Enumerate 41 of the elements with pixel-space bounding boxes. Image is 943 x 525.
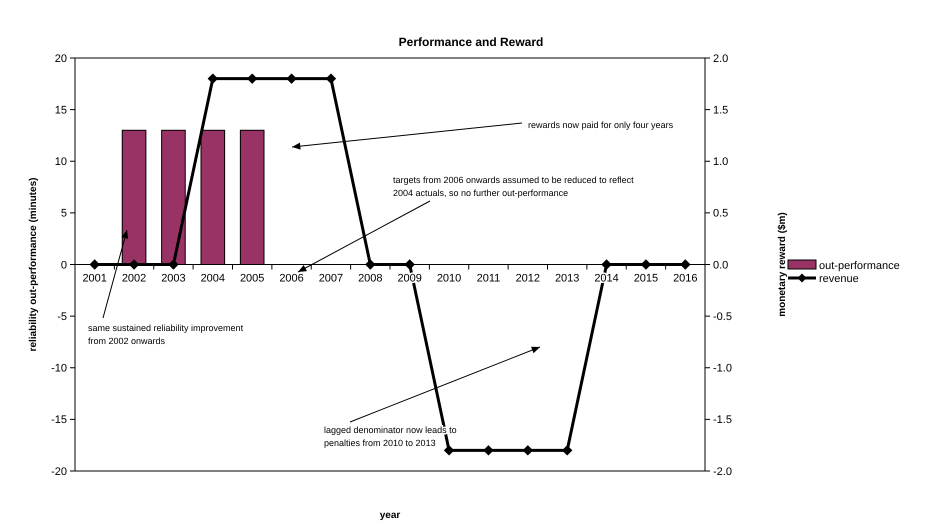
y-axis-title: reliability out-performance (minutes) xyxy=(28,178,39,352)
y-tick-label: -20 xyxy=(51,466,67,478)
y-tick-label: 0 xyxy=(60,259,67,272)
chart-title: Performance and Reward xyxy=(398,35,544,49)
y2-tick-label: -0.5 xyxy=(713,310,732,323)
y2-tick-label: 0.5 xyxy=(713,208,728,220)
y2-tick-label: -1.5 xyxy=(713,414,732,426)
annotation: rewards now paid for only four years xyxy=(528,120,674,130)
legend-label: out-performance xyxy=(819,260,900,272)
y2-tick-label: -1.0 xyxy=(713,362,732,375)
y-tick-label: 5 xyxy=(60,208,67,220)
x-tick-label: 2004 xyxy=(200,272,226,284)
y-tick-label: 10 xyxy=(54,156,67,168)
x-tick-label: 2010 xyxy=(436,272,462,284)
y2-tick-label: 2.0 xyxy=(713,52,728,65)
y-tick-label: -15 xyxy=(51,414,67,426)
x-tick-label: 2015 xyxy=(634,272,658,284)
x-tick-label: 2005 xyxy=(240,272,264,284)
annotation: same sustained reliability improvement from 2002 onwards xyxy=(88,323,244,346)
x-tick-label: 2011 xyxy=(476,272,500,284)
y-tick-label: 15 xyxy=(54,104,67,116)
x-tick-label: 2001 xyxy=(82,272,107,284)
x-tick-label: 2007 xyxy=(318,272,344,284)
x-tick-label: 2002 xyxy=(122,272,146,284)
x-axis-title: year xyxy=(380,510,400,521)
y2-tick-label: 1.0 xyxy=(713,156,728,168)
y-tick-label: -5 xyxy=(57,310,67,323)
x-tick-label: 2006 xyxy=(279,272,304,284)
y2-axis-title: monetary reward ($m) xyxy=(777,212,788,317)
annotation: targets from 2006 onwards assumed to be reduced to reflect 2004 actuals, so no further out-performance xyxy=(393,175,634,198)
y-tick-label: -10 xyxy=(51,362,67,375)
x-tick-label: 2003 xyxy=(161,272,186,284)
x-tick-label: 2012 xyxy=(516,272,540,284)
legend-label: revenue xyxy=(819,272,859,285)
x-tick-label: 2016 xyxy=(673,272,698,284)
y-tick-label: 20 xyxy=(54,52,67,65)
y2-tick-label: 1.5 xyxy=(713,104,728,116)
x-tick-label: 2013 xyxy=(554,272,580,284)
y2-tick-label: 0.0 xyxy=(713,259,728,272)
x-tick-label: 2008 xyxy=(358,272,383,284)
y2-tick-label: -2.0 xyxy=(713,466,732,478)
